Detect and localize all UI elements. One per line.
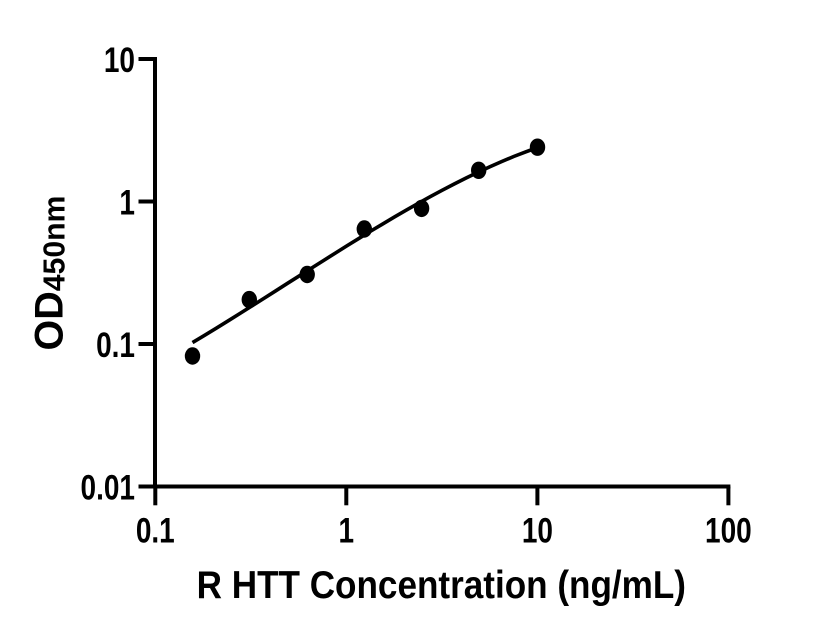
svg-text:10: 10: [522, 510, 553, 550]
svg-text:1: 1: [339, 510, 355, 550]
svg-text:0.1: 0.1: [96, 325, 135, 365]
svg-text:R HTT Concentration (ng/mL): R HTT Concentration (ng/mL): [197, 562, 686, 606]
svg-text:10: 10: [104, 40, 135, 80]
svg-text:0.01: 0.01: [81, 467, 135, 507]
svg-text:100: 100: [705, 510, 752, 550]
svg-text:0.1: 0.1: [136, 510, 175, 550]
svg-text:1: 1: [119, 182, 135, 222]
